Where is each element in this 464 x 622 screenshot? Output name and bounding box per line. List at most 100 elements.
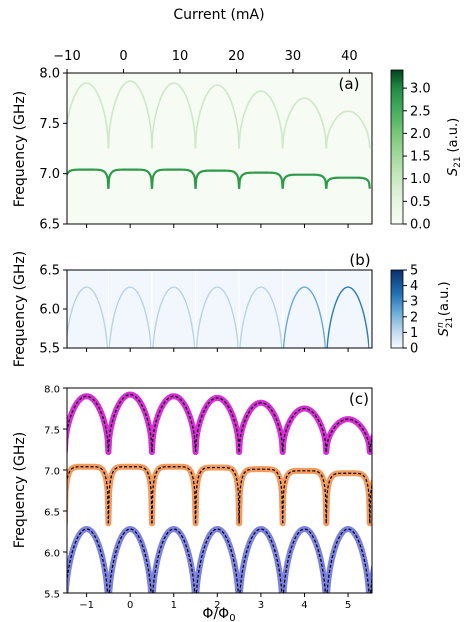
colorbar-b [390, 269, 404, 349]
y-tick-label: 5.5 [44, 590, 60, 601]
colorbar-tick-label: 0.0 [410, 218, 431, 233]
upper-fit-arc [67, 395, 109, 452]
middle-mode-arc [107, 168, 154, 189]
upper-fit-arc [194, 397, 240, 452]
panel-c-y-label: Frequency (GHz) [12, 432, 28, 548]
upper-fit-arc [151, 395, 197, 452]
upper-mode-arc [194, 84, 240, 149]
y-tick-label: 5.5 [39, 342, 60, 357]
lower-fit-arc [239, 528, 283, 593]
colorbar-tick-label: 4 [410, 279, 418, 294]
colorbar-b-label-main: S [437, 328, 452, 336]
upper-mode-arc [325, 110, 371, 149]
colorbar-tick-label: 2.0 [410, 127, 431, 142]
panel-a-y-label: Frequency (GHz) [12, 91, 28, 207]
top-tick-label: 10 [172, 49, 189, 64]
middle-mode-arc [238, 171, 284, 189]
y-tick-label: 7.0 [44, 467, 60, 478]
panel-b-y-ticks: 5.5 6.0 6.5 [39, 264, 67, 357]
colorbar-tick-label: 0.5 [410, 195, 431, 210]
colorbar-tick-label: 1.5 [410, 150, 431, 165]
panel-c-traces [67, 391, 372, 593]
colorbar-b-label-unit: (a.u.) [437, 281, 452, 316]
colorbar-a-ticks: 0.0 0.5 1.0 1.5 2.0 2.5 3.0 [403, 82, 431, 233]
colorbar-tick-label: 3 [410, 295, 418, 310]
colorbar-tick-label: 2 [410, 310, 418, 325]
y-tick-label: 6.0 [44, 549, 60, 560]
colorbar-tick-label: 0 [410, 342, 418, 357]
panel-c: 5.5 6.0 6.5 7.0 7.5 8.0 −1 0 1 2 3 4 5 (c) Frequenc… [12, 385, 373, 622]
panel-c-frame [66, 387, 373, 594]
lower-mode-arc [282, 286, 327, 348]
middle-data-arc [366, 478, 372, 524]
panel-a-background [67, 73, 372, 224]
top-tick-label: 40 [341, 49, 358, 64]
top-axis: Current (mA) −10 0 10 20 30 40 [53, 7, 358, 73]
top-tick-label: 30 [285, 49, 302, 64]
y-tick-label: 8.0 [39, 67, 60, 82]
lower-mode-arc [152, 286, 196, 348]
lower-data-arc [367, 562, 372, 593]
upper-fit-arc [282, 407, 327, 453]
y-tick-label: 6.5 [39, 218, 60, 233]
upper-mode-arc [67, 82, 110, 149]
middle-fit-arc [325, 472, 371, 524]
x-tick-label: 3 [258, 600, 264, 611]
colorbar-b-label-sup: n [436, 322, 446, 328]
middle-fit-arc [369, 482, 372, 524]
panel-a: 6.5 7.0 7.5 8.0 (a) Frequency (GHz) 0.0 0.5 1… [12, 67, 463, 233]
upper-mode-arc [107, 80, 153, 149]
colorbar-tick-label: 5 [410, 264, 418, 279]
middle-mode-arc [67, 168, 110, 189]
lower-fit-arc [326, 528, 370, 593]
colorbar-a-label-unit: (a.u.) [446, 118, 461, 153]
panel-a-y-ticks: 6.5 7.0 7.5 8.0 [39, 67, 67, 233]
x-tick-label: −1 [79, 600, 94, 611]
middle-fit-arc [194, 466, 240, 524]
panel-c-label: (c) [349, 390, 369, 408]
colorbar-b-label-sub: 21 [445, 317, 455, 328]
top-axis-ticks: −10 0 10 20 30 40 [53, 49, 358, 73]
lower-mode-arc [195, 286, 239, 348]
panel-b-traces [67, 270, 371, 348]
upper-fit-arc [238, 402, 284, 452]
middle-fit-arc [151, 466, 197, 524]
upper-fit-arc [369, 437, 372, 453]
colorbar-tick-label: 1.0 [410, 172, 431, 187]
upper-mode-arc [151, 82, 197, 149]
middle-data-arc [236, 466, 286, 527]
colorbar-b-label: S21n (a.u.) [436, 281, 455, 336]
panel-b-background [67, 270, 372, 348]
y-tick-label: 6.5 [44, 508, 60, 519]
panel-c-x-ticks: −1 0 1 2 3 4 5 [79, 593, 351, 611]
lower-mode-arc [239, 286, 283, 348]
lower-mode-arc [326, 286, 370, 348]
colorbar-a-label-sub: 21 [453, 156, 463, 167]
y-tick-label: 7.0 [39, 167, 60, 182]
panel-c-x-label: Φ/Φ0 [202, 606, 235, 622]
colorbar-a [390, 69, 404, 225]
lower-fit-arc [370, 574, 372, 593]
x-tick-label: 1 [171, 600, 177, 611]
panel-c-y-ticks: 5.5 6.0 6.5 7.0 7.5 8.0 [44, 385, 67, 601]
lower-fit-arc [152, 528, 196, 593]
middle-fit-arc [107, 466, 153, 524]
panel-b-y-label: Frequency (GHz) [12, 251, 28, 367]
upper-data-arc [366, 432, 372, 453]
x-tick-label: 2 [214, 600, 220, 611]
panel-a-x-ticks [86, 224, 349, 228]
middle-fit-arc [282, 470, 327, 524]
y-tick-label: 6.0 [39, 303, 60, 318]
lower-fit-arc [67, 528, 109, 593]
lower-fit-arc [195, 528, 239, 593]
middle-mode-arc [325, 176, 371, 189]
panel-a-label: (a) [339, 75, 360, 93]
x-tick-label: 0 [127, 600, 133, 611]
lower-fit-arc [108, 528, 152, 593]
colorbar-tick-label: 2.5 [410, 104, 431, 119]
y-tick-label: 8.0 [44, 385, 60, 396]
y-tick-label: 7.5 [44, 426, 60, 437]
